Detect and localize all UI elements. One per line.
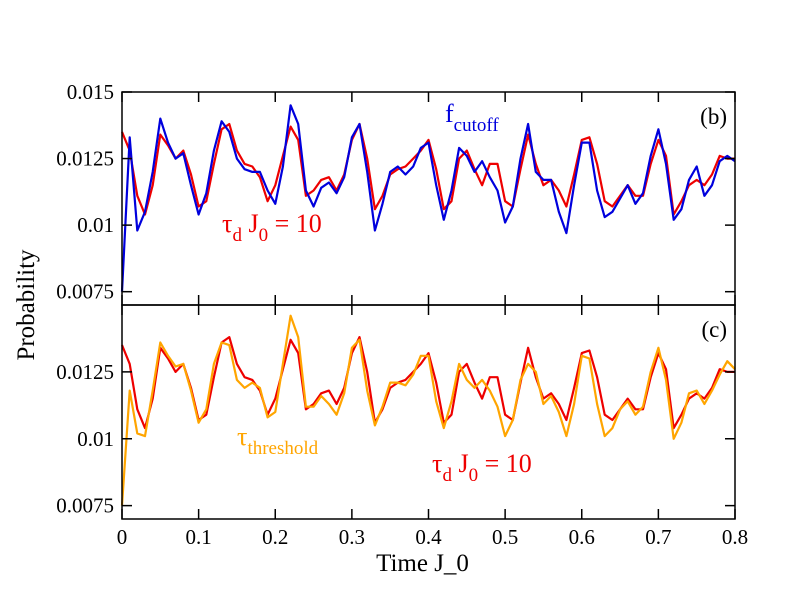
x-tick-label: 0.5 [492, 525, 518, 549]
annotation-part: τ [222, 209, 232, 238]
x-tick-label: 0.3 [339, 525, 365, 549]
annotation-part: 0 [469, 465, 479, 486]
x-tick-label: 0.8 [722, 525, 748, 549]
annotation-part: J [242, 209, 259, 238]
annotation-part: 0 [259, 225, 269, 246]
y-tick-label: 0.015 [67, 80, 114, 104]
annotation: τd J0 = 10 [222, 209, 322, 246]
annotation-part: τ [237, 422, 247, 451]
annotation: τthreshold [237, 422, 319, 459]
plot-frame [121, 304, 736, 520]
panel-label: (b) [700, 104, 727, 129]
x-axis-label: Time J_0 [376, 550, 469, 577]
annotation-part: cutoff [454, 115, 500, 136]
annotation-part: threshold [247, 438, 318, 459]
x-tick-label: 0.6 [569, 525, 595, 549]
y-tick-label: 0.01 [77, 213, 114, 237]
annotation-part: d [442, 465, 452, 486]
series-line [120, 122, 735, 216]
annotation-part: J [452, 449, 469, 478]
y-tick-label: 0.0125 [56, 147, 114, 171]
y-tick-label: 0.0075 [56, 280, 114, 304]
annotation-part: τ [432, 449, 442, 478]
series-line [120, 104, 736, 292]
y-axis-label: Probability [13, 249, 40, 361]
annotation-part: d [232, 225, 242, 246]
y-tick-label: 0.0125 [56, 360, 114, 384]
x-tick-label: 0.1 [186, 525, 212, 549]
x-tick-label: 0.2 [262, 525, 288, 549]
panel-label: (c) [701, 317, 727, 342]
y-tick-label: 0.0075 [56, 494, 114, 518]
annotation-part: = 10 [268, 209, 322, 238]
x-tick-label: 0.7 [645, 525, 671, 549]
series-line [120, 314, 736, 506]
annotation: fcutoff [445, 99, 499, 136]
x-tick-label: 0 [117, 525, 128, 549]
y-tick-label: 0.01 [77, 427, 114, 451]
annotation: τd J0 = 10 [432, 449, 532, 486]
x-tick-label: 0.4 [415, 525, 442, 549]
annotation-part: f [445, 99, 454, 128]
annotation-part: = 10 [478, 449, 532, 478]
series-line [120, 336, 735, 430]
plot-frame [121, 91, 736, 306]
